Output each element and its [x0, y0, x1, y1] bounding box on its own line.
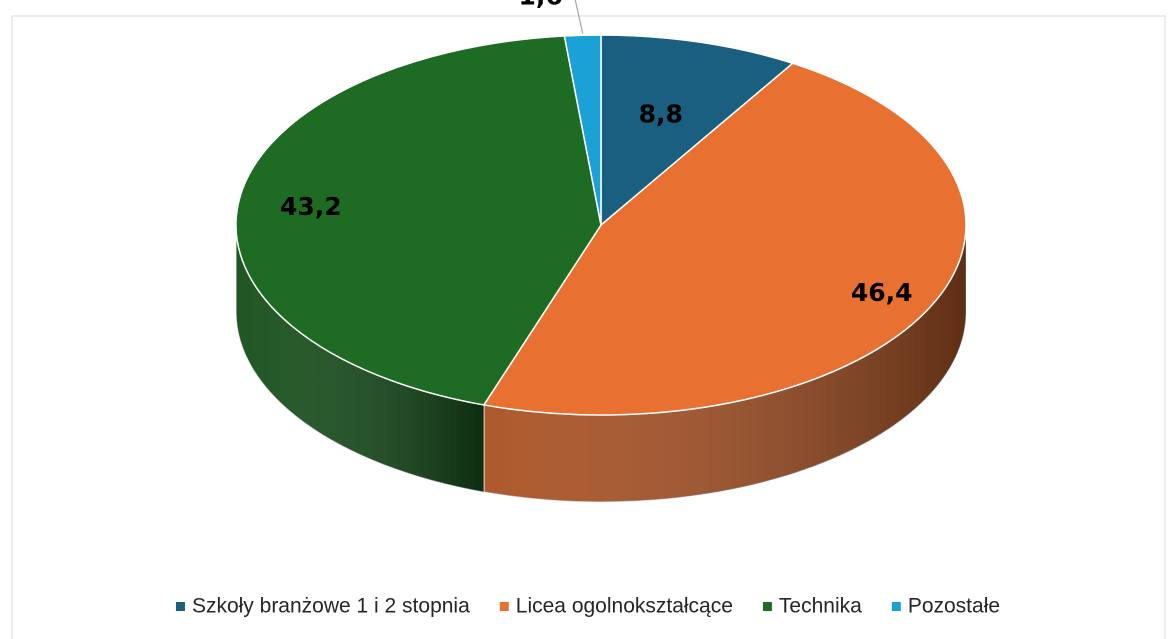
legend-label: Licea ogolnokształcące: [516, 595, 733, 618]
legend-label: Technika: [779, 595, 862, 618]
pie-slice: [482, 62, 967, 416]
legend-swatch: [499, 602, 509, 611]
pie-side-shade: [483, 225, 966, 502]
leader-line: [574, 0, 584, 34]
pie-side-shade: [236, 225, 484, 492]
pie-slice: [600, 34, 795, 227]
data-label: 8,8: [639, 99, 683, 128]
legend-swatch: [762, 602, 772, 611]
legend-swatch: [175, 602, 185, 611]
data-label: 43,2: [280, 192, 342, 221]
pie-side-dark: [236, 225, 484, 492]
pie-slice: [235, 35, 602, 406]
legend-swatch: [891, 602, 901, 611]
data-label: 46,4: [851, 278, 913, 307]
pie-side-dark: [483, 225, 966, 502]
data-label: 1,6: [519, 0, 563, 10]
legend: Szkoły branżowe 1 i 2 stopnia Licea ogoln…: [175, 595, 1000, 618]
legend-label: Pozostałe: [908, 595, 1000, 618]
legend-label: Szkoły branżowe 1 i 2 stopnia: [192, 595, 470, 618]
pie-slice: [563, 34, 602, 226]
